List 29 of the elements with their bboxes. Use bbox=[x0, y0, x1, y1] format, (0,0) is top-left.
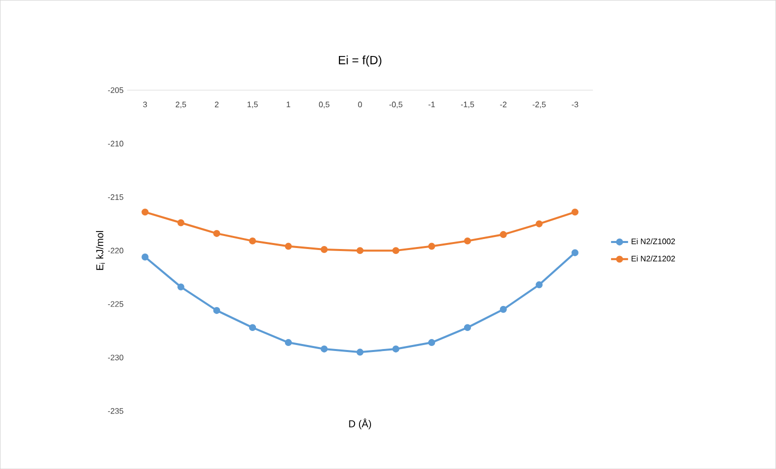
point bbox=[500, 306, 507, 313]
point bbox=[284, 338, 292, 346]
point bbox=[213, 230, 220, 237]
point bbox=[536, 281, 543, 288]
point bbox=[320, 246, 328, 253]
chart-title: Ei = f(D) bbox=[338, 55, 382, 67]
point bbox=[428, 242, 436, 250]
point bbox=[249, 237, 256, 244]
point bbox=[572, 208, 578, 216]
point bbox=[428, 338, 436, 346]
point bbox=[500, 230, 507, 238]
x-axis-title: D (Å) bbox=[349, 418, 372, 430]
point bbox=[356, 247, 364, 254]
point bbox=[284, 242, 292, 250]
point bbox=[464, 324, 471, 331]
point bbox=[177, 283, 184, 290]
y-axis-title: E$_{i}$ kJ/mol bbox=[96, 231, 105, 270]
point bbox=[142, 253, 149, 260]
point bbox=[536, 220, 543, 228]
point bbox=[356, 348, 364, 356]
point bbox=[142, 208, 149, 216]
point bbox=[177, 219, 184, 226]
point bbox=[572, 249, 578, 256]
point bbox=[249, 324, 256, 331]
point bbox=[392, 247, 400, 254]
point bbox=[464, 237, 471, 244]
point bbox=[392, 345, 400, 352]
point bbox=[213, 306, 220, 314]
point bbox=[320, 345, 328, 352]
